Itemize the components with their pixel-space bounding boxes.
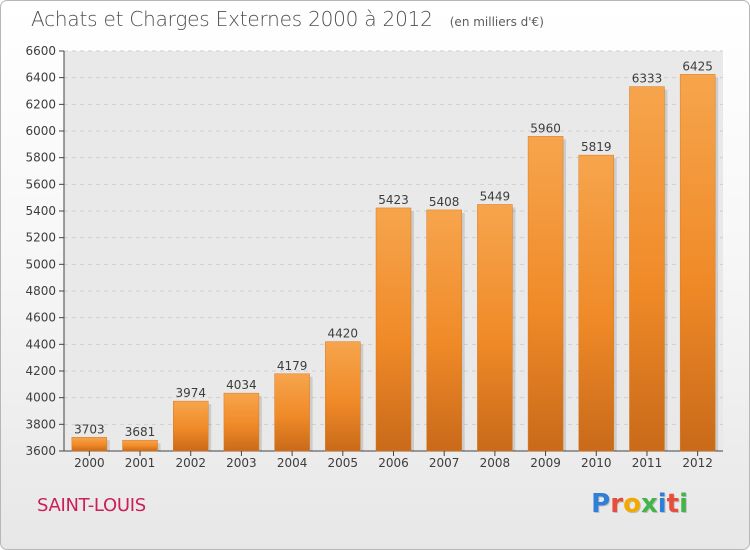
x-tick-label-2011: 2011 xyxy=(632,456,663,470)
bar-2006 xyxy=(375,207,412,452)
data-label-2010: 5819 xyxy=(581,140,612,154)
bar-2001 xyxy=(122,439,158,452)
chart-subtitle: (en milliers d'€) xyxy=(449,15,544,29)
y-tick-label: 5400 xyxy=(25,204,56,218)
bar-2004 xyxy=(274,373,310,452)
x-tick-label-2005: 2005 xyxy=(328,456,359,470)
bar-2002 xyxy=(172,400,209,452)
y-tick-label: 3600 xyxy=(25,444,56,458)
data-label-2002: 3974 xyxy=(175,386,206,400)
x-tick-label-2002: 2002 xyxy=(175,456,206,470)
y-tick-label: 4200 xyxy=(25,364,56,378)
data-label-2005: 4420 xyxy=(328,327,359,341)
bar-2003 xyxy=(223,392,260,452)
x-tick-label-2010: 2010 xyxy=(581,456,612,470)
chart-title: Achats et Charges Externes 2000 à 2012 xyxy=(31,7,433,31)
data-label-2008: 5449 xyxy=(480,189,511,203)
y-tick-label: 5000 xyxy=(25,257,56,271)
data-label-2006: 5423 xyxy=(378,193,409,207)
y-tick-label: 5200 xyxy=(25,231,56,245)
bar-2007 xyxy=(426,209,462,452)
y-tick-label: 4800 xyxy=(25,284,56,298)
brand-letter: x xyxy=(640,489,658,519)
x-tick-label-2001: 2001 xyxy=(125,456,156,470)
data-label-2003: 4034 xyxy=(226,378,257,392)
y-tick-label: 4600 xyxy=(25,311,56,325)
data-label-2012: 6425 xyxy=(682,59,713,73)
x-tick-label-2007: 2007 xyxy=(429,456,460,470)
y-tick-label: 4400 xyxy=(25,337,56,351)
brand-letter: i xyxy=(679,489,688,519)
bar-2010 xyxy=(578,154,615,452)
bar-2000 xyxy=(71,437,108,452)
brand-letter: t xyxy=(666,489,680,519)
bar-2009 xyxy=(527,136,564,452)
y-tick-label: 3800 xyxy=(25,417,56,431)
x-tick-label-2006: 2006 xyxy=(378,456,409,470)
brand-logo: Proxiti xyxy=(591,489,688,519)
bar-2011 xyxy=(629,86,665,452)
data-label-2001: 3681 xyxy=(125,425,156,439)
data-label-2011: 6333 xyxy=(632,72,663,86)
y-tick-label: 4000 xyxy=(25,391,56,405)
place-name: SAINT-LOUIS xyxy=(37,495,146,516)
brand-letter: i xyxy=(657,489,667,519)
x-tick-label-2012: 2012 xyxy=(682,456,713,470)
brand-letter: r xyxy=(610,489,624,519)
x-tick-label-2004: 2004 xyxy=(277,456,308,470)
data-label-2004: 4179 xyxy=(277,359,308,373)
y-tick-label: 5800 xyxy=(25,151,56,165)
brand-letter: P xyxy=(591,489,611,519)
bar-2012 xyxy=(679,74,716,452)
y-tick-label: 6000 xyxy=(25,124,56,138)
y-tick-label: 6400 xyxy=(25,71,56,85)
bar-2008 xyxy=(477,204,513,452)
data-label-2007: 5408 xyxy=(429,195,460,209)
brand-letter: o xyxy=(623,489,641,519)
x-tick-label-2000: 2000 xyxy=(74,456,105,470)
x-tick-label-2003: 2003 xyxy=(226,456,257,470)
x-tick-label-2009: 2009 xyxy=(530,456,561,470)
y-tick-label: 5600 xyxy=(25,177,56,191)
y-tick-label: 6600 xyxy=(25,44,56,58)
y-tick-label: 6200 xyxy=(25,97,56,111)
bar-2005 xyxy=(325,341,361,452)
data-label-2000: 3703 xyxy=(74,422,105,436)
data-label-2009: 5960 xyxy=(530,121,561,135)
chart-title-row: Achats et Charges Externes 2000 à 2012 (… xyxy=(31,7,544,31)
x-tick-label-2008: 2008 xyxy=(480,456,511,470)
